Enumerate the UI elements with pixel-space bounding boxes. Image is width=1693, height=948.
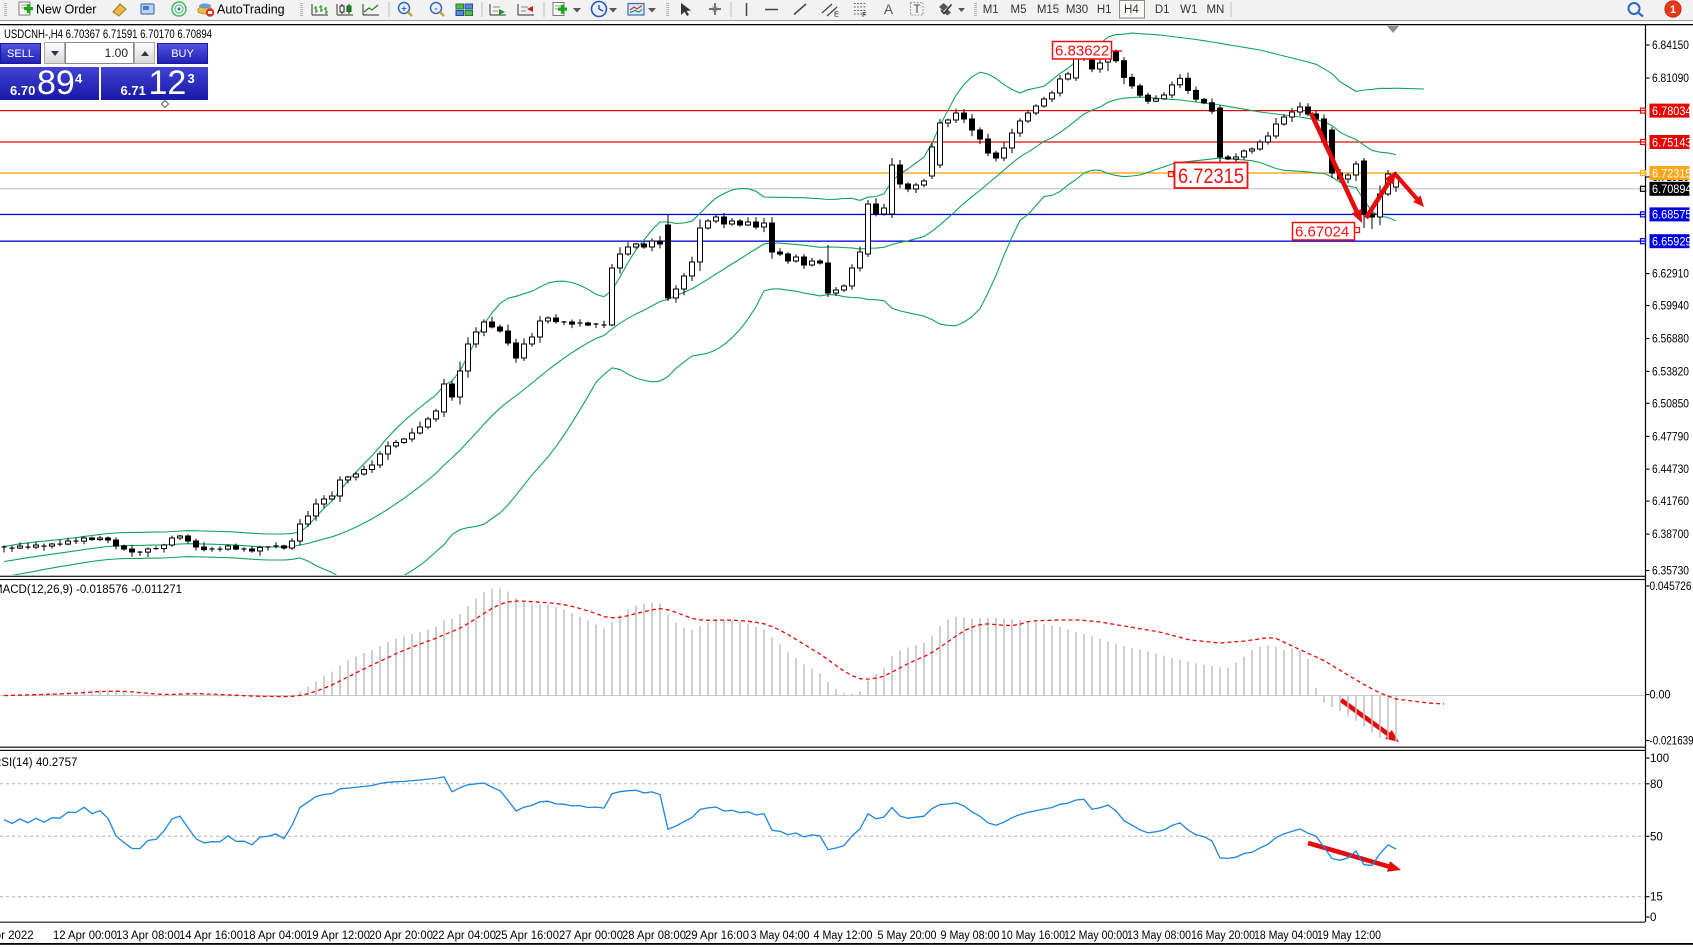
svg-text:6.67024: 6.67024 bbox=[1295, 224, 1349, 241]
svg-text:T: T bbox=[914, 4, 921, 16]
svg-text:F: F bbox=[862, 10, 867, 19]
svg-text:19 Apr 12:00: 19 Apr 12:00 bbox=[306, 930, 370, 942]
svg-text:+: + bbox=[401, 3, 407, 14]
svg-text:29 Apr 16:00: 29 Apr 16:00 bbox=[685, 930, 749, 942]
svg-text:6.84150: 6.84150 bbox=[1652, 40, 1689, 52]
svg-text:M1: M1 bbox=[983, 4, 999, 16]
svg-text:6.72315: 6.72315 bbox=[1178, 165, 1244, 188]
svg-text:6.68575: 6.68575 bbox=[1652, 210, 1692, 222]
svg-text:H1: H1 bbox=[1097, 4, 1112, 16]
svg-text:E: E bbox=[834, 10, 839, 19]
svg-text:6.75143: 6.75143 bbox=[1652, 137, 1692, 149]
svg-text:27 Apr 00:00: 27 Apr 00:00 bbox=[559, 930, 623, 942]
svg-text:100: 100 bbox=[1650, 753, 1669, 765]
svg-text:6.59940: 6.59940 bbox=[1652, 301, 1689, 313]
svg-text:6.56880: 6.56880 bbox=[1652, 334, 1689, 346]
svg-text:6.62910: 6.62910 bbox=[1652, 269, 1689, 281]
svg-text:M30: M30 bbox=[1066, 4, 1088, 16]
svg-text:5 May 20:00: 5 May 20:00 bbox=[878, 930, 937, 942]
svg-text:13 Apr 08:00: 13 Apr 08:00 bbox=[116, 930, 180, 942]
svg-text:25 Apr 16:00: 25 Apr 16:00 bbox=[495, 930, 559, 942]
svg-text:RSI(14) 40.2757: RSI(14) 40.2757 bbox=[0, 757, 77, 769]
svg-text:19 May 12:00: 19 May 12:00 bbox=[1317, 930, 1381, 942]
svg-text:6.70894: 6.70894 bbox=[1652, 184, 1692, 196]
svg-text:6.65929: 6.65929 bbox=[1652, 237, 1692, 249]
svg-text:6.78034: 6.78034 bbox=[1652, 106, 1692, 118]
svg-text:W1: W1 bbox=[1180, 4, 1197, 16]
svg-text:6.35730: 6.35730 bbox=[1652, 566, 1689, 578]
svg-text:M5: M5 bbox=[1011, 4, 1027, 16]
svg-text:M15: M15 bbox=[1037, 4, 1059, 16]
svg-text:28 Apr 08:00: 28 Apr 08:00 bbox=[622, 930, 686, 942]
svg-text:13 May 08:00: 13 May 08:00 bbox=[1127, 930, 1191, 942]
svg-text:20 Apr 20:00: 20 Apr 20:00 bbox=[369, 930, 433, 942]
svg-text:50: 50 bbox=[1650, 831, 1663, 843]
svg-text:-0.021639: -0.021639 bbox=[1650, 736, 1693, 748]
svg-text:22 Apr 04:00: 22 Apr 04:00 bbox=[432, 930, 496, 942]
svg-text:6.38700: 6.38700 bbox=[1652, 529, 1689, 541]
svg-text:D1: D1 bbox=[1155, 4, 1170, 16]
svg-text:MN: MN bbox=[1206, 4, 1224, 16]
svg-text:0.00: 0.00 bbox=[1650, 690, 1671, 702]
svg-text:3 May 04:00: 3 May 04:00 bbox=[751, 930, 810, 942]
svg-text:12 May 00:00: 12 May 00:00 bbox=[1064, 930, 1128, 942]
svg-text:6.41760: 6.41760 bbox=[1652, 496, 1689, 508]
svg-text:0.045726: 0.045726 bbox=[1650, 581, 1692, 593]
svg-text:H4: H4 bbox=[1124, 4, 1139, 16]
svg-text:1: 1 bbox=[1670, 4, 1676, 16]
svg-text:14 Apr 16:00: 14 Apr 16:00 bbox=[179, 930, 243, 942]
svg-text:-: - bbox=[434, 3, 437, 14]
svg-text:18 May 04:00: 18 May 04:00 bbox=[1254, 930, 1318, 942]
svg-text:6.50850: 6.50850 bbox=[1652, 398, 1689, 410]
svg-text:18 Apr 04:00: 18 Apr 04:00 bbox=[243, 930, 307, 942]
svg-text:6.44730: 6.44730 bbox=[1652, 464, 1689, 476]
svg-text:New Order: New Order bbox=[36, 3, 96, 17]
svg-text:6.47790: 6.47790 bbox=[1652, 431, 1689, 443]
svg-text:6.72315: 6.72315 bbox=[1652, 168, 1692, 180]
svg-text:12 Apr 00:00: 12 Apr 00:00 bbox=[53, 930, 117, 942]
svg-text:Apr 2022: Apr 2022 bbox=[0, 930, 34, 942]
svg-text:9 May 08:00: 9 May 08:00 bbox=[941, 930, 1000, 942]
svg-text:MACD(12,26,9) -0.018576 -0.011: MACD(12,26,9) -0.018576 -0.011271 bbox=[0, 584, 182, 596]
svg-text:0: 0 bbox=[1650, 912, 1656, 924]
svg-text:80: 80 bbox=[1650, 779, 1663, 791]
svg-text:AutoTrading: AutoTrading bbox=[217, 3, 285, 17]
svg-text:10 May 16:00: 10 May 16:00 bbox=[1001, 930, 1065, 942]
svg-text:USDCNH-,H4 6.70367 6.71591 6.: USDCNH-,H4 6.70367 6.71591 6.70170 6.708… bbox=[4, 27, 212, 41]
svg-text:6.53820: 6.53820 bbox=[1652, 366, 1689, 378]
svg-text:A: A bbox=[884, 2, 893, 17]
svg-text:6.81090: 6.81090 bbox=[1652, 73, 1689, 85]
svg-text:15: 15 bbox=[1650, 892, 1663, 904]
svg-text:4 May 12:00: 4 May 12:00 bbox=[814, 930, 873, 942]
svg-text:6.83622: 6.83622 bbox=[1055, 43, 1109, 60]
svg-text:16 May 20:00: 16 May 20:00 bbox=[1191, 930, 1255, 942]
